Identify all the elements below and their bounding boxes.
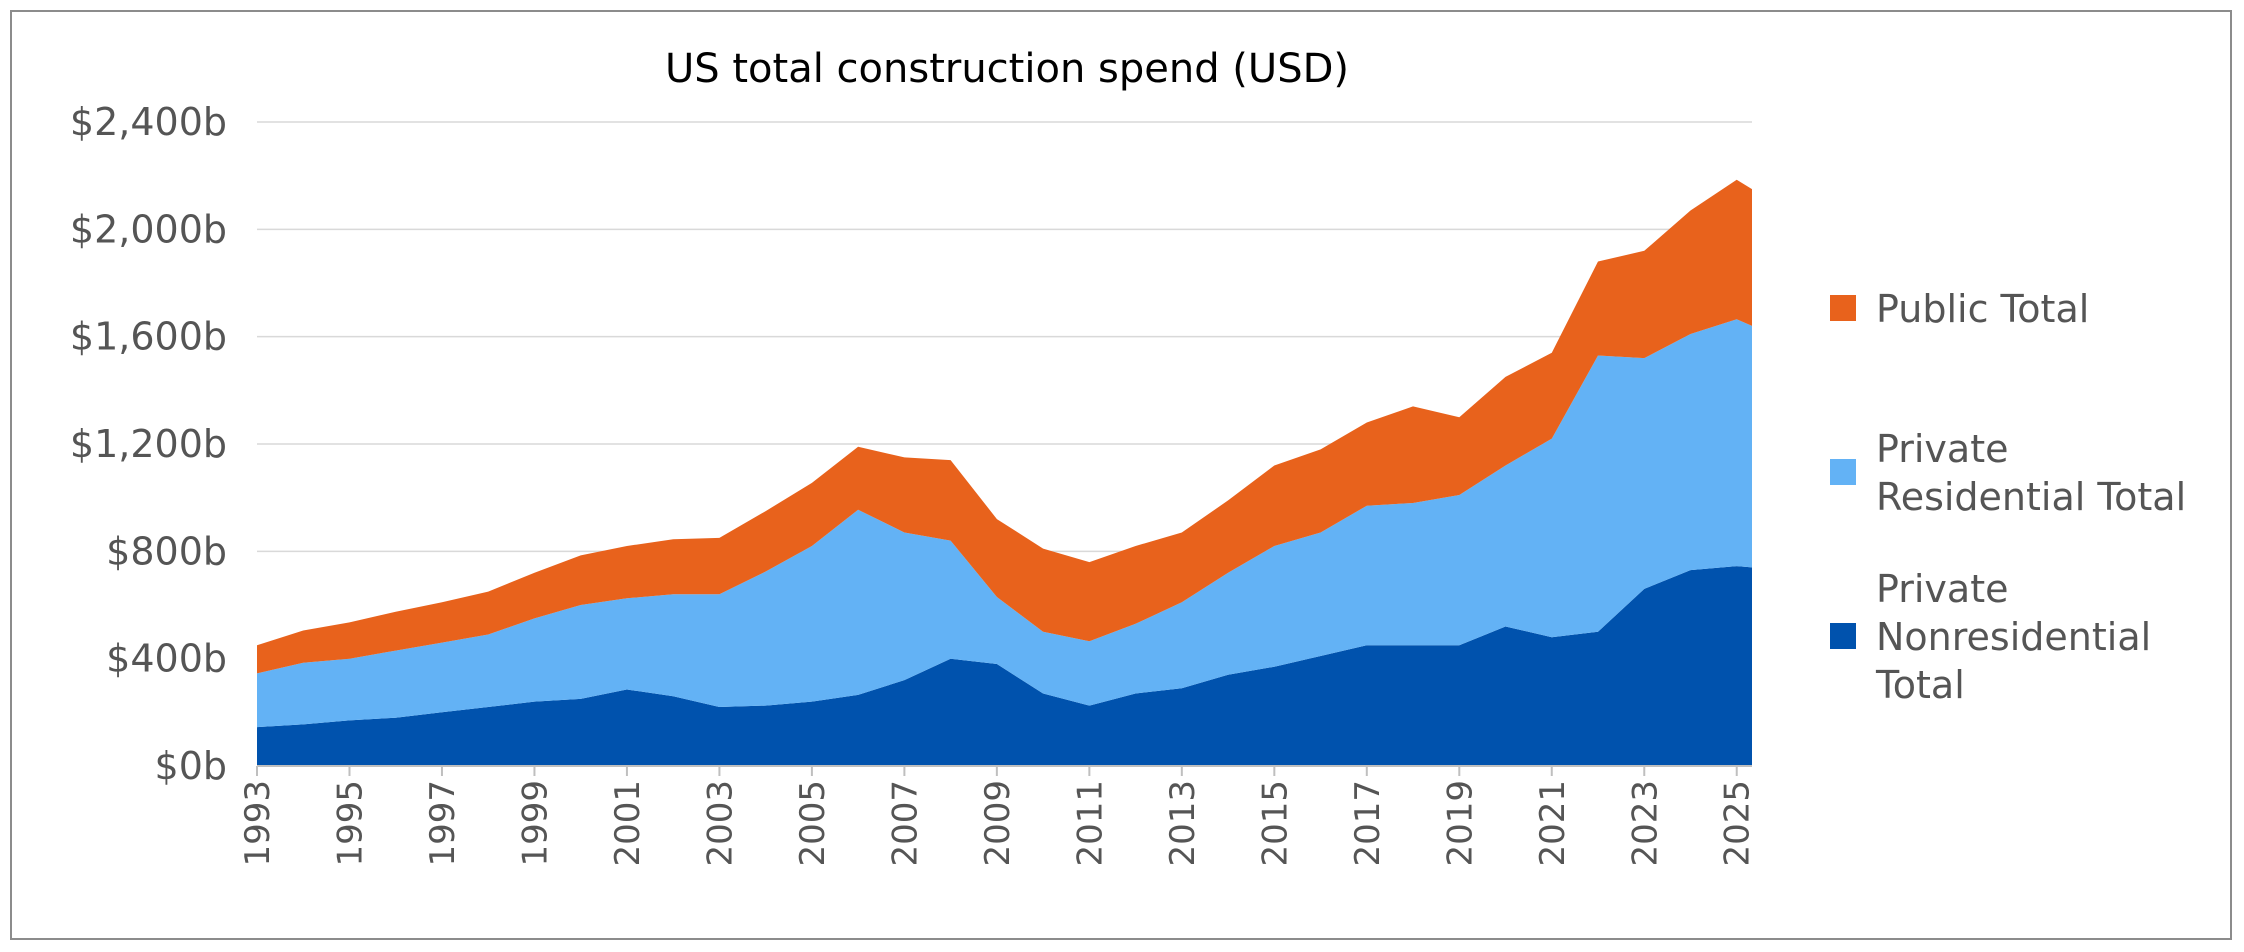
x-tick-label: 2017 bbox=[1348, 780, 1388, 867]
y-tick-label: $800b bbox=[106, 529, 227, 573]
axes: $0b $400b $800b $1,200b $1,600b $2,000b $2,400… bbox=[70, 100, 1758, 867]
legend-label: Private bbox=[1876, 567, 2008, 611]
x-tick-label: 2005 bbox=[793, 780, 833, 867]
legend-label: Public Total bbox=[1876, 287, 2089, 331]
legend-swatch bbox=[1830, 459, 1856, 485]
legend-swatch bbox=[1830, 295, 1856, 321]
chart-canvas: US total construction spend (USD) $0b $40… bbox=[70, 46, 2186, 867]
x-tick-label: 1999 bbox=[515, 780, 555, 867]
legend-label: Residential Total bbox=[1876, 475, 2186, 519]
legend-item-public-total: Public Total bbox=[1830, 287, 2089, 331]
y-tick-label: $0b bbox=[155, 744, 227, 788]
x-tick-label: 2007 bbox=[885, 780, 925, 867]
x-tick-label: 1993 bbox=[238, 780, 278, 867]
x-tick-label: 2009 bbox=[978, 780, 1018, 867]
y-tick-label: $2,400b bbox=[70, 100, 227, 144]
stacked-areas bbox=[257, 179, 1752, 766]
x-tick-label: 2019 bbox=[1440, 780, 1480, 867]
x-tick-label: 2003 bbox=[700, 780, 740, 867]
legend-label: Private bbox=[1876, 427, 2008, 471]
area-public-total bbox=[257, 179, 1752, 674]
chart-frame: US total construction spend (USD) $0b $40… bbox=[10, 10, 2232, 940]
legend-label: Total bbox=[1875, 663, 1965, 707]
area-private-nonresidential-total bbox=[257, 566, 1752, 766]
x-tick-label: 2001 bbox=[608, 780, 648, 867]
y-tick-label: $400b bbox=[106, 637, 227, 681]
area-private-residential-total bbox=[257, 319, 1752, 728]
x-tick-label: 2013 bbox=[1163, 780, 1203, 867]
legend-swatch bbox=[1830, 623, 1856, 649]
chart-title: US total construction spend (USD) bbox=[665, 46, 1349, 92]
x-tick-label: 1995 bbox=[330, 780, 370, 867]
x-tick-label: 2025 bbox=[1718, 780, 1758, 867]
y-tick-label: $1,200b bbox=[70, 422, 227, 466]
legend-label: Nonresidential bbox=[1876, 615, 2151, 659]
x-tick-label: 2021 bbox=[1533, 780, 1573, 867]
x-tick-label: 2011 bbox=[1070, 780, 1110, 867]
x-tick-label: 2015 bbox=[1255, 780, 1295, 867]
y-tick-label: $2,000b bbox=[70, 207, 227, 251]
x-tick-label: 1997 bbox=[423, 780, 463, 867]
y-tick-label: $1,600b bbox=[70, 315, 227, 359]
x-tick-label: 2023 bbox=[1625, 780, 1665, 867]
